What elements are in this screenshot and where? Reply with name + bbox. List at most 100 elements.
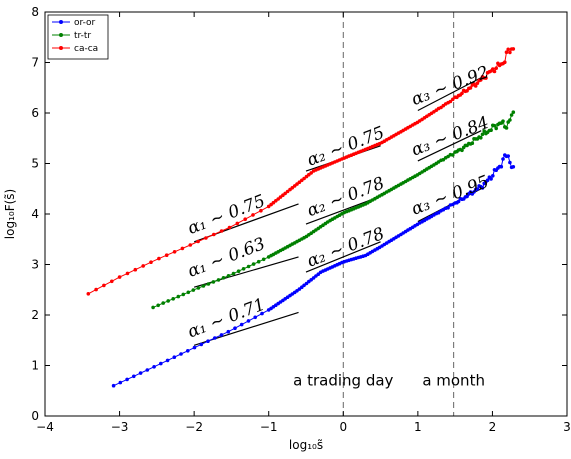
legend: or-or tr-tr ca-ca [47, 14, 109, 60]
data-point [164, 253, 169, 257]
data-point [226, 329, 231, 334]
data-point [302, 176, 306, 181]
data-point [132, 374, 136, 379]
data-point [499, 164, 504, 169]
data-point [506, 154, 511, 158]
data-point [159, 361, 163, 366]
data-point [204, 236, 208, 240]
data-point [297, 180, 302, 184]
legend-swatch-marker [59, 20, 63, 24]
data-point [278, 195, 283, 199]
data-point [460, 148, 464, 153]
data-point [295, 182, 299, 186]
data-point [465, 194, 469, 199]
data-point [511, 110, 516, 114]
data-point [509, 113, 514, 117]
data-point [206, 282, 211, 286]
data-point [226, 274, 231, 278]
data-point [181, 292, 186, 297]
data-point [196, 239, 200, 244]
x-tick-label: 0 [339, 420, 347, 434]
data-point [251, 213, 255, 217]
data-point [176, 294, 181, 299]
data-point [246, 264, 251, 269]
data-point [451, 153, 455, 157]
data-point [470, 141, 475, 145]
fit-line [305, 241, 381, 273]
data-point [480, 132, 485, 137]
data-point [235, 221, 240, 226]
legend-label: tr-tr [74, 31, 91, 41]
data-point [285, 189, 290, 194]
data-point [172, 250, 177, 254]
data-point [492, 123, 497, 128]
data-point [506, 47, 511, 52]
data-point [138, 371, 143, 375]
series-or-or [111, 153, 516, 388]
data-point [157, 256, 161, 261]
data-point [494, 126, 499, 131]
data-point [206, 339, 210, 344]
y-tick-label: 1 [31, 359, 39, 373]
data-point [475, 187, 480, 191]
data-point [141, 264, 145, 268]
data-point [441, 157, 446, 162]
data-point [219, 333, 224, 337]
data-point [221, 276, 226, 280]
data-point [196, 286, 201, 290]
data-point [508, 50, 512, 55]
data-point [233, 326, 237, 331]
data-point [219, 229, 224, 233]
data-point [451, 97, 455, 102]
data-point [271, 200, 276, 205]
data-point [211, 280, 216, 284]
data-point [309, 171, 314, 175]
x-tick-label: 2 [489, 420, 497, 434]
x-tick-label: −2 [185, 420, 203, 434]
data-point [166, 299, 170, 303]
x-tick-label: −1 [260, 420, 278, 434]
data-point [152, 365, 156, 369]
data-point [94, 287, 98, 292]
data-point [180, 246, 185, 251]
data-point [448, 99, 453, 104]
data-point [475, 81, 480, 85]
y-tick-label: 8 [31, 5, 39, 19]
x-tick-label: 1 [414, 420, 422, 434]
data-point [256, 259, 261, 264]
data-point [503, 60, 507, 64]
data-point [504, 50, 509, 54]
data-point [239, 322, 244, 327]
data-point [446, 206, 450, 210]
data-point [251, 262, 256, 266]
data-point [436, 210, 441, 215]
data-point [133, 267, 138, 272]
data-point [110, 279, 114, 284]
data-point [125, 271, 130, 276]
data-point [213, 336, 217, 340]
data-point [243, 217, 247, 221]
data-point [216, 278, 221, 282]
data-point [479, 136, 483, 140]
reference-vline-label: a trading day [293, 372, 393, 390]
series-tr-tr [151, 110, 516, 310]
data-point [290, 186, 295, 190]
data-point [111, 383, 116, 388]
data-point [468, 86, 473, 90]
x-axis-label: log₁₀s̃ [289, 438, 323, 452]
data-point [484, 76, 488, 80]
data-point [456, 199, 461, 204]
data-point [480, 186, 485, 190]
data-point [201, 284, 206, 288]
series-ca-ca [86, 47, 516, 296]
data-point [460, 91, 464, 96]
data-point [511, 47, 516, 51]
data-point [236, 269, 241, 274]
data-point [261, 257, 266, 262]
data-point [179, 352, 183, 356]
data-point [508, 160, 512, 165]
y-tick-label: 5 [31, 157, 39, 171]
y-tick-label: 0 [31, 409, 39, 423]
legend-label: ca-ca [74, 44, 98, 54]
